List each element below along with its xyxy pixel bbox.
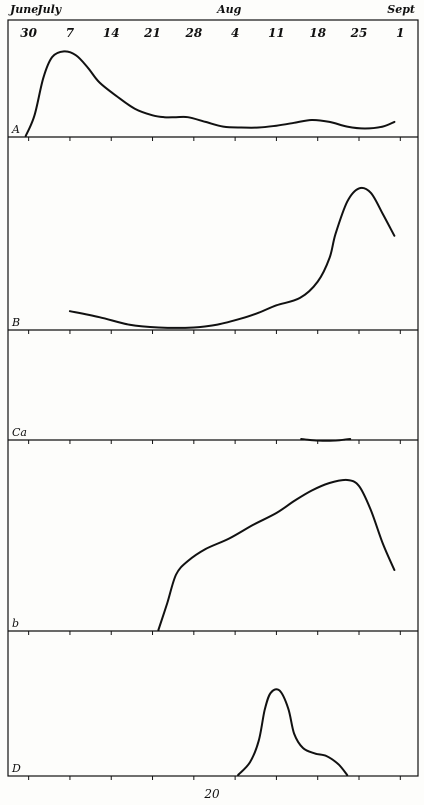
tick-label: 25 [350, 26, 368, 40]
panel-d: D [11, 688, 349, 776]
panel-a: A [11, 50, 396, 137]
tick-label: 14 [103, 26, 120, 40]
axis-ticks [28, 137, 401, 780]
series-line-ca [300, 438, 352, 442]
series-line-d [237, 688, 349, 776]
tick-label: 30 [20, 26, 37, 40]
panel-ca: Ca [12, 426, 352, 442]
tick-label: 28 [184, 26, 202, 40]
tick-label: 7 [66, 26, 75, 40]
month-labels: June July Aug Sept [8, 3, 415, 16]
panels: A B Ca b D [11, 50, 396, 776]
series-line-b [68, 186, 396, 329]
panel-label: B [11, 316, 20, 329]
month-label-june: June [8, 3, 38, 16]
tick-label: 11 [268, 26, 285, 40]
tick-label: 4 [231, 26, 239, 40]
tick-label: 18 [309, 26, 326, 40]
tick-labels: 30 7 14 21 28 4 11 18 25 1 [20, 26, 404, 40]
panel-b: B [11, 186, 396, 329]
page-number: 20 [203, 787, 220, 801]
series-line-b [157, 478, 396, 631]
panel-label: b [12, 617, 19, 630]
chart-border [7, 19, 419, 777]
panel-label: A [11, 123, 20, 136]
panel-label: Ca [12, 426, 27, 439]
chart-frame [7, 19, 419, 777]
tick-label: 1 [396, 26, 404, 40]
month-label-sept: Sept [387, 3, 415, 16]
month-label-aug: Aug [216, 3, 242, 16]
panel-label: D [11, 762, 21, 775]
month-label-july: July [35, 3, 62, 16]
tick-label: 21 [143, 26, 161, 40]
series-line-a [24, 50, 396, 137]
panel-b: b [12, 478, 396, 631]
